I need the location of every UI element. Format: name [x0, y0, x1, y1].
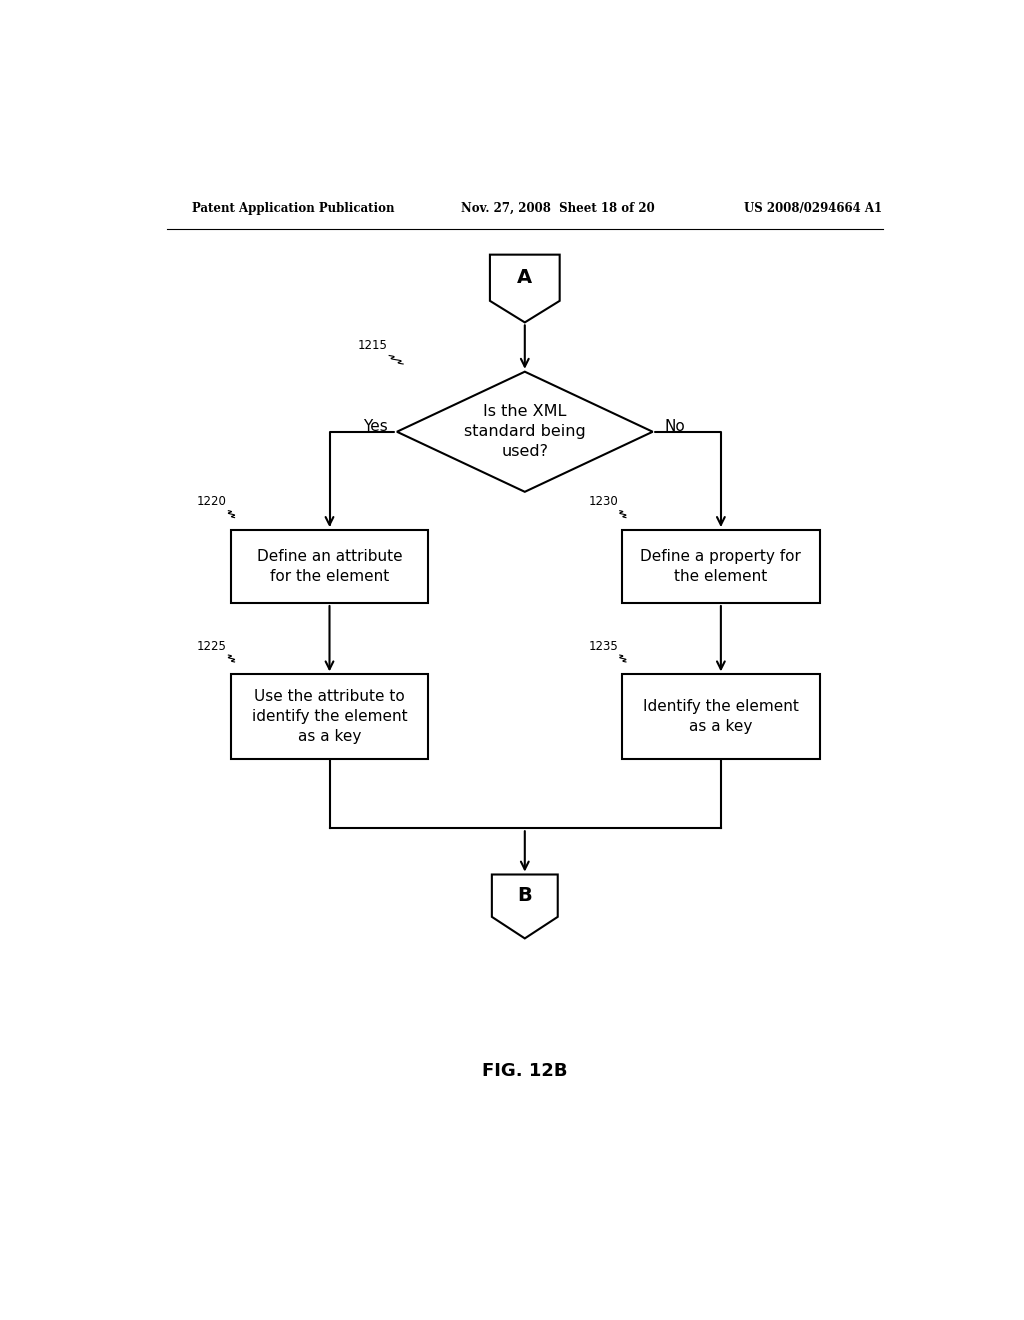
Text: 1235: 1235: [589, 640, 618, 653]
Text: Define a property for
the element: Define a property for the element: [640, 549, 802, 583]
FancyBboxPatch shape: [622, 529, 819, 603]
Text: Use the attribute to
identify the element
as a key: Use the attribute to identify the elemen…: [252, 689, 408, 744]
Text: A: A: [517, 268, 532, 288]
FancyBboxPatch shape: [230, 675, 428, 759]
Polygon shape: [489, 255, 560, 322]
Text: Is the XML
standard being
used?: Is the XML standard being used?: [464, 404, 586, 459]
Text: Nov. 27, 2008  Sheet 18 of 20: Nov. 27, 2008 Sheet 18 of 20: [461, 202, 655, 215]
Text: 1225: 1225: [197, 640, 226, 653]
Text: B: B: [517, 886, 532, 906]
Text: 1215: 1215: [357, 339, 388, 352]
Text: Patent Application Publication: Patent Application Publication: [191, 202, 394, 215]
Text: US 2008/0294664 A1: US 2008/0294664 A1: [744, 202, 883, 215]
Text: 1220: 1220: [197, 495, 226, 508]
Text: Define an attribute
for the element: Define an attribute for the element: [257, 549, 402, 583]
Polygon shape: [397, 372, 652, 492]
FancyBboxPatch shape: [230, 529, 428, 603]
Text: FIG. 12B: FIG. 12B: [482, 1061, 567, 1080]
Polygon shape: [492, 875, 558, 939]
Text: 1230: 1230: [589, 495, 618, 508]
Text: Identify the element
as a key: Identify the element as a key: [643, 700, 799, 734]
Text: Yes: Yes: [362, 418, 388, 434]
Text: No: No: [664, 418, 685, 434]
FancyBboxPatch shape: [622, 675, 819, 759]
